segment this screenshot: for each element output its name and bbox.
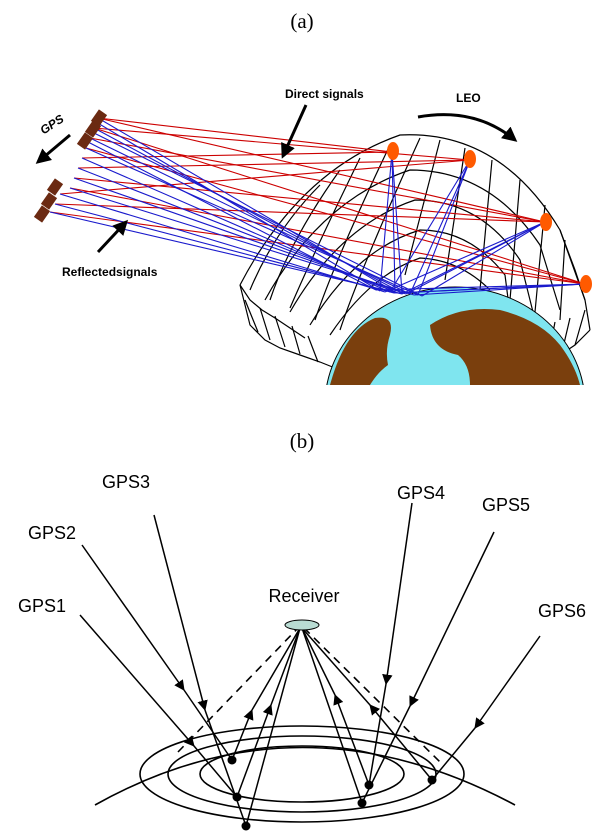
reflection-point [232, 792, 242, 802]
gps4-path [368, 683, 387, 786]
reflected-signals-label: Reflectedsignals [62, 265, 158, 279]
gps3-label: GPS3 [102, 472, 150, 492]
gps-satellite [76, 132, 94, 150]
leo-satellites [387, 142, 592, 293]
surface-ellipse-inner [199, 745, 405, 803]
gps2-path [183, 689, 233, 761]
panel-b-label: (b) [290, 429, 315, 453]
leo-label: LEO [456, 91, 481, 105]
reflection-point [241, 821, 251, 831]
leo-motion-arrow [417, 113, 518, 142]
gps-satellite [84, 120, 102, 138]
panel-a-label: (a) [290, 9, 313, 33]
leo-satellite [580, 275, 592, 293]
ground-surface [94, 725, 516, 823]
landmass-left [330, 317, 391, 385]
gps5-signal [409, 531, 495, 707]
reflection-point [427, 775, 437, 785]
gps6-signal [474, 635, 541, 729]
direct-signals-arrow [281, 104, 308, 159]
surface-ellipse-outer [139, 725, 465, 823]
earth-horizon [94, 746, 516, 806]
gps-label: GPS [37, 112, 66, 138]
gps3-path [204, 709, 247, 827]
reflected-signals-arrow [96, 219, 129, 254]
gps2-label: GPS2 [28, 523, 76, 543]
gps-satellite [40, 192, 58, 210]
gps1-path [193, 745, 238, 798]
gps2-signal [81, 544, 185, 691]
leo-satellite [387, 142, 399, 160]
gps-satellite [46, 178, 64, 196]
gps4-signal [382, 502, 413, 686]
gps-satellite [33, 205, 51, 223]
reflection-point [227, 755, 237, 765]
reflection-point [364, 780, 374, 790]
reflection-points [227, 755, 437, 831]
gps1-signal [79, 614, 195, 747]
gps3-signal [153, 514, 208, 712]
incident-signals [79, 502, 541, 827]
receiver-label: Receiver [268, 586, 339, 606]
gps6-path [431, 727, 476, 781]
panel-a-diagram: GPS Direct signals LEO Reflectedsignals [33, 87, 592, 385]
gps1-label: GPS1 [18, 596, 66, 616]
earth [326, 286, 584, 385]
gps5-label: GPS5 [482, 495, 530, 515]
panel-b-diagram: Receiver GPS1 GPS2 GPS3 GPS4 GPS5 GPS6 [18, 472, 586, 831]
leo-satellite [540, 213, 552, 231]
landmass-right [430, 309, 580, 385]
reflection-point [357, 798, 367, 808]
leo-satellite [464, 150, 476, 168]
direct-signals-b [177, 627, 441, 763]
gps-direction-arrow [35, 133, 71, 164]
receiver-antenna [284, 619, 320, 631]
gps-satellites [33, 109, 108, 223]
reflected-signals-b [231, 627, 433, 827]
direct-signals-label: Direct signals [285, 87, 364, 101]
direct-signals [49, 117, 586, 285]
reflected-signals [49, 117, 586, 297]
gps4-label: GPS4 [397, 483, 445, 503]
gps6-label: GPS6 [538, 601, 586, 621]
